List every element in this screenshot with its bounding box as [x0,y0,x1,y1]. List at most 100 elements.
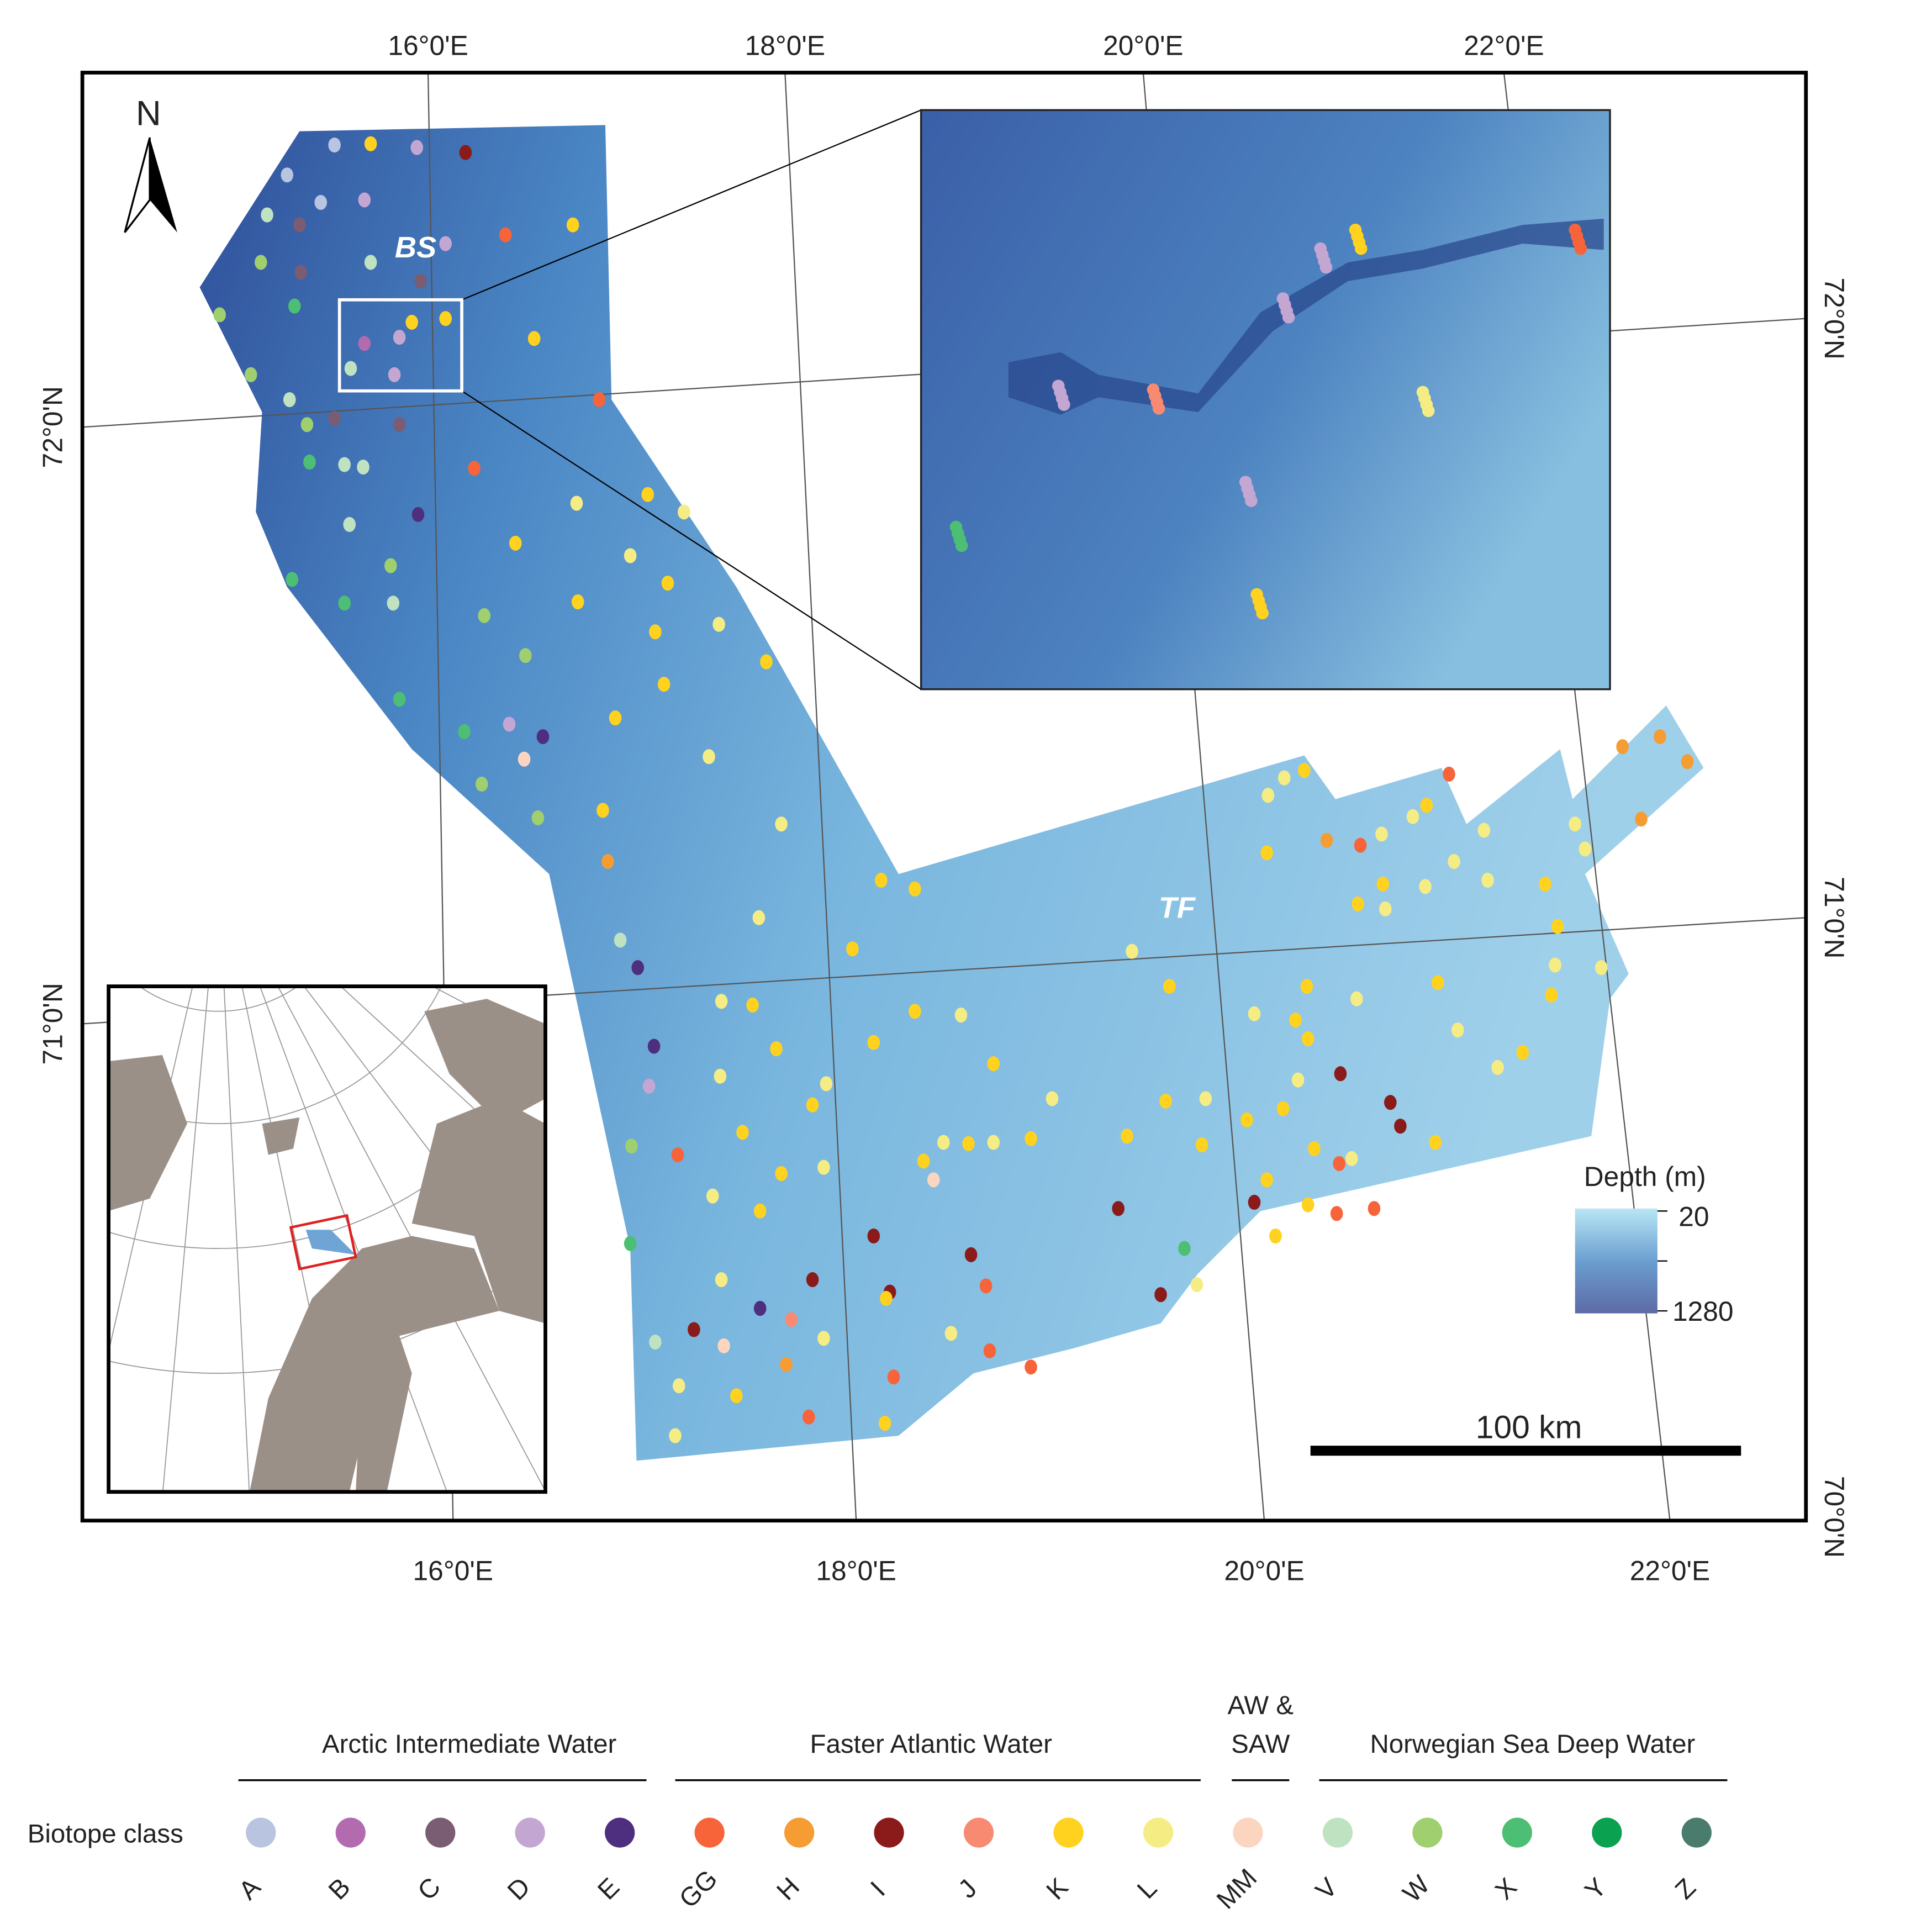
sample-point [730,1388,743,1404]
survey-area [199,125,1704,1461]
zoom-point [955,539,968,552]
sample-point [715,1272,728,1288]
legend-swatch [784,1817,815,1848]
sample-point [979,1278,993,1294]
sample-point [878,1415,891,1431]
depth-title: Depth (m) [1584,1161,1706,1192]
sample-point [1375,826,1388,842]
sample-point [1539,876,1551,892]
sample-point [468,461,481,476]
sample-point [887,1369,900,1385]
map-frame [80,71,1808,1523]
sample-point [1635,811,1648,827]
sample-point [1579,841,1592,857]
zoom-point [1282,311,1295,324]
zoom-point [1422,404,1435,418]
sample-point [314,194,328,210]
sample-point [806,1097,819,1113]
sample-point [338,457,351,472]
sample-point [1248,1006,1261,1021]
sample-point [527,331,541,346]
sample-point [1516,1045,1529,1060]
sample-point [937,1135,950,1150]
sample-point [1308,1141,1321,1156]
legend-swatch [1681,1817,1712,1848]
sample-point [802,1409,815,1425]
sample-point [357,459,369,475]
sample-point [254,255,267,270]
sample-point [954,1007,968,1023]
sample-point [1354,837,1367,853]
sample-point [393,329,406,345]
sample-point [752,910,766,925]
sample-point [388,367,401,382]
sample-point [338,595,351,611]
graticule-label: 16°0'E [388,30,468,61]
sample-point [806,1272,819,1288]
sample-point [1301,1031,1315,1047]
depth-legend: Depth (m) 20 1280 [1575,1161,1734,1327]
graticule-label: 72°0'N [1819,278,1850,360]
sample-point [1379,901,1392,917]
sample-point [1178,1241,1191,1256]
sample-point [293,217,306,233]
sample-point [1569,816,1582,832]
graticule-labels: 16°0'E 18°0'E 20°0'E 22°0'E 16°0'E 18°0'E 20°0… [38,30,1850,1586]
sample-point [909,1004,921,1019]
sample-point [1289,1013,1302,1028]
zoom-point [1354,242,1368,255]
sample-point [1126,943,1138,959]
sample-point [411,507,425,522]
legend-swatch [515,1817,545,1848]
sample-point [1301,1197,1315,1213]
sample-point [1261,788,1275,803]
legend-group-label: AW & [1228,1691,1294,1720]
legend-swatch [963,1817,994,1848]
sample-point [1199,1091,1212,1106]
sample-point [715,994,728,1009]
sample-point [1278,770,1291,786]
legend-swatch [425,1817,456,1848]
graticule-label: 22°0'E [1464,30,1544,61]
sample-point [987,1135,1000,1150]
zoom-point [1256,607,1269,620]
north-label: N [136,94,161,133]
sample-point [536,729,550,745]
sample-point [439,311,452,326]
sample-point [281,167,294,183]
sample-point [983,1343,996,1358]
zoom-point [1574,242,1587,255]
sample-point [624,1236,637,1251]
sample-point [593,392,605,408]
sample-point [1121,1129,1133,1144]
sample-point [1368,1201,1381,1216]
sample-point [657,677,671,692]
sample-point [987,1056,1000,1072]
sample-point [880,1290,893,1306]
sample-point [1429,1135,1442,1150]
sample-point [518,751,531,767]
sample-point [641,487,654,502]
sample-point [1276,1101,1290,1116]
sample-point [303,454,316,470]
sample-point [1345,1151,1358,1166]
zoom-point [1245,494,1258,507]
sample-point [1320,832,1333,848]
sample-point [384,558,397,573]
sample-point [571,594,584,610]
sample-point [614,932,627,948]
sample-point [775,816,788,832]
sample-point [459,145,472,160]
sample-point [944,1326,958,1341]
sample-point [1545,987,1558,1003]
sample-point [817,1331,830,1346]
sample-point [328,410,341,426]
sample-point [671,1147,684,1163]
sample-point [343,516,356,533]
sample-point [649,624,662,640]
sample-point [706,1188,719,1204]
sample-point [1333,1156,1345,1171]
sample-point [1352,896,1364,911]
sample-point [927,1172,940,1188]
